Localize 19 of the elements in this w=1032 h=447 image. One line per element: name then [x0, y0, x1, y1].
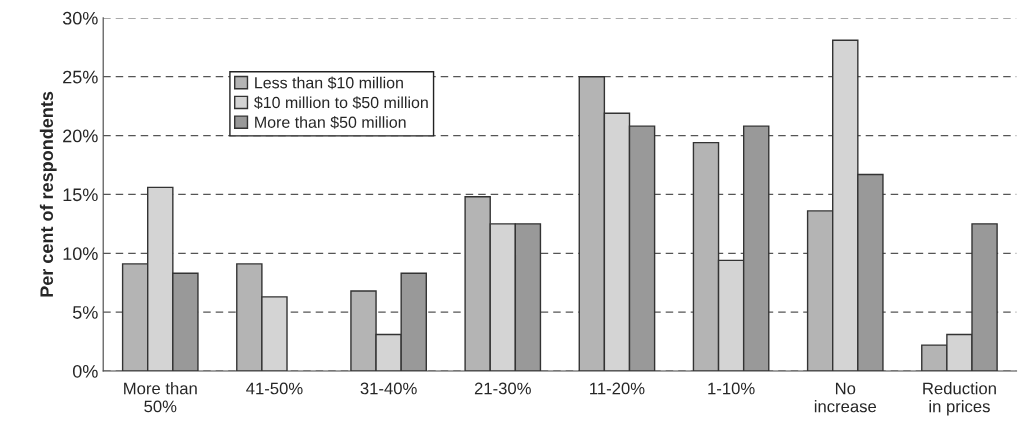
x-tick-label: Reduction in prices	[923, 382, 996, 416]
x-tick-label: 21-30%	[474, 382, 531, 395]
y-tick-label: 10%	[63, 247, 98, 261]
x-tick-label: No increase	[814, 382, 877, 413]
y-tick-label: 20%	[63, 129, 98, 143]
y-axis-title: Per cent of respondents	[39, 91, 57, 297]
legend-label: More than $50 million	[255, 115, 406, 129]
y-tick-label: 25%	[63, 70, 98, 84]
y-tick-label: 30%	[62, 11, 98, 25]
legend-label: $10 million to $50 million	[254, 96, 428, 110]
x-tick-label: 11-20%	[590, 382, 645, 395]
x-tick-label: 31-40%	[360, 382, 417, 395]
x-tick-label: 41-50%	[246, 382, 303, 395]
y-tick-label: 0%	[72, 364, 98, 378]
x-tick-label: More than 50%	[124, 382, 197, 413]
y-tick-label: 15%	[63, 188, 98, 202]
legend-label: Less than $10 million	[255, 76, 403, 90]
x-tick-label: 1-10%	[708, 382, 755, 395]
y-tick-label: 5%	[72, 306, 98, 319]
